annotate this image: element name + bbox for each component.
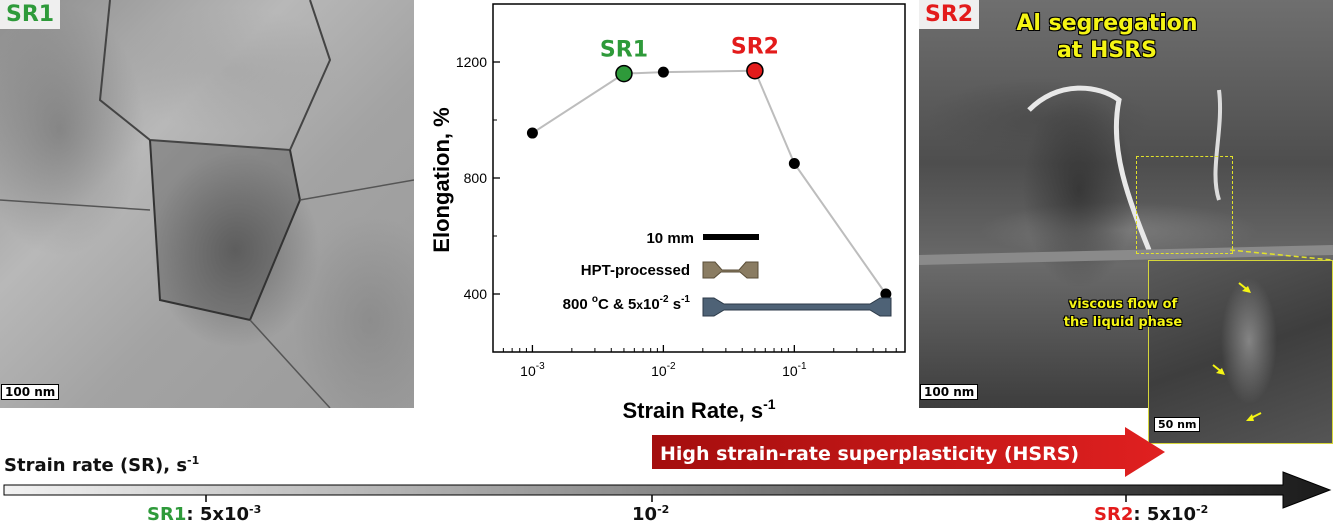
x-tick-label: 10-3: [520, 361, 545, 379]
inset-scalebar: 50 nm: [1154, 417, 1201, 432]
axis-ticks: 400 800 1200 10-3 10-2 10-1: [456, 3, 897, 379]
highlight-label: SR2: [731, 35, 779, 60]
right-tem-micrograph: SR2 Al segregation at HSRS 100 nm: [919, 0, 1333, 408]
highlight-label: SR1: [600, 38, 648, 63]
hpt-specimen-icon: [702, 261, 759, 279]
highlight-point: [615, 64, 633, 83]
sr1-tag: SR1: [0, 0, 61, 29]
mid-axis-marker: 10-2: [632, 503, 670, 525]
plot-frame: [492, 3, 906, 353]
viscous-line-2: the liquid phase: [1063, 315, 1183, 330]
hsrs-arrow: [652, 427, 1165, 477]
segregation-features: [919, 85, 1333, 265]
hsrs-label: High strain-rate superplasticity (HSRS): [660, 443, 1080, 465]
right-scalebar: 100 nm: [920, 384, 979, 400]
axis-arrow: [3, 471, 1332, 509]
y-tick-label: 400: [464, 286, 488, 302]
zoom-region-box: [1136, 156, 1233, 254]
y-tick-label: 800: [464, 170, 488, 186]
strain-rate-axis-label: Strain rate (SR), s-1: [4, 454, 200, 476]
sr2-axis-marker: SR2: 5x10-2: [1094, 503, 1209, 525]
legend-scale-label: 10 mm: [646, 230, 694, 247]
x-tick-label: 10-2: [651, 361, 676, 379]
legend-condition-label: 800 oC & 5x10-2 s-1: [563, 294, 691, 313]
legend-scale-bar: [703, 234, 759, 240]
viscous-line-1: viscous flow of: [1068, 297, 1178, 312]
y-axis-label: Elongation, %: [429, 107, 454, 252]
title-line-2: at HSRS: [1056, 38, 1158, 63]
legend-hpt-label: HPT-processed: [581, 262, 690, 279]
al-segregation-title: Al segregation at HSRS: [1007, 10, 1207, 64]
series-line: [531, 69, 887, 295]
sr1-axis-marker: SR1: 5x10-3: [147, 503, 262, 525]
data-point: [526, 127, 538, 139]
inset-arrows: [1212, 282, 1262, 421]
sr2-tag: SR2: [919, 0, 980, 29]
zoom-connector: [1229, 249, 1333, 261]
x-axis-label: Strain Rate, s-1: [622, 396, 775, 423]
highlight-points: SR1 SR2: [600, 35, 779, 83]
data-point: [657, 66, 669, 78]
viscous-flow-annotation: viscous flow of the liquid phase: [1048, 296, 1198, 332]
left-scalebar: 100 nm: [1, 384, 60, 400]
x-tick-label: 10-1: [782, 361, 807, 379]
strain-rate-axis: [3, 427, 1332, 509]
title-line-1: Al segregation: [1016, 11, 1198, 36]
grain-boundaries: [0, 0, 414, 408]
elongation-chart: 400 800 1200 10-3 10-2 10-1 SR1 SR2 Elongation…: [429, 3, 906, 423]
highlight-point: [746, 61, 764, 80]
data-point: [788, 158, 800, 169]
data-points: [526, 66, 892, 300]
left-tem-micrograph: SR1 100 nm: [0, 0, 414, 408]
y-tick-label: 1200: [456, 54, 487, 70]
zoomed-inset: 50 nm: [1148, 260, 1333, 444]
data-point: [880, 288, 892, 300]
deformed-specimen-icon: [702, 297, 892, 317]
